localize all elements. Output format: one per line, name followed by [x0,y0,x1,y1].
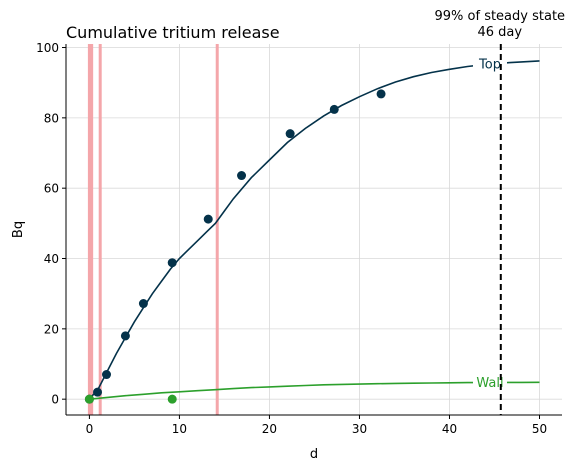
grid [66,44,562,415]
data-point-top-3 [120,331,130,341]
x-tick-label-2: 20 [262,422,277,436]
data-point-top-9 [329,104,339,114]
data-point-top-8 [285,129,295,139]
y-tick-label-2: 40 [44,252,59,266]
y-tick-label-5: 100 [36,41,59,55]
x-tick-label-3: 30 [352,422,367,436]
data-point-wall-1 [167,394,177,404]
x-tick-label-1: 10 [172,422,187,436]
x-tick-label-4: 40 [442,422,457,436]
data-point-top-10 [376,89,386,99]
series-label-bg-top [472,56,507,73]
steady-state-label-line2: 46 day [477,25,522,40]
steady-state-label-line1: 99% of steady state [435,9,566,24]
series-layer: Top Wall [84,56,540,404]
data-point-top-1 [93,387,103,397]
chart-title: Cumulative tritium release [66,23,280,42]
data-point-top-2 [102,370,112,380]
x-tick-label-5: 50 [532,422,547,436]
data-point-top-6 [203,214,213,224]
series-label-wall: Wall [476,376,503,391]
y-axis-label: Bq [11,221,26,238]
vertical-bands [87,44,219,415]
x-tick-label-0: 0 [86,422,94,436]
x-ticks: 0 10 20 30 40 50 [86,415,547,436]
data-point-top-5 [167,258,177,268]
y-tick-label-4: 80 [44,111,59,125]
y-tick-label-0: 0 [51,393,59,407]
series-label-bg-wall [472,374,507,391]
series-label-top: Top [478,58,501,73]
y-tick-label-3: 60 [44,182,59,196]
x-axis-label: d [310,447,318,462]
series-line-wall [89,381,540,400]
data-point-top-4 [138,299,148,309]
axes [65,44,562,416]
data-point-wall-0 [84,394,94,404]
series-line-top [88,60,540,400]
y-ticks: 0 20 40 60 80 100 [36,41,66,407]
y-tick-label-1: 20 [44,322,59,336]
data-point-top-7 [237,171,247,181]
